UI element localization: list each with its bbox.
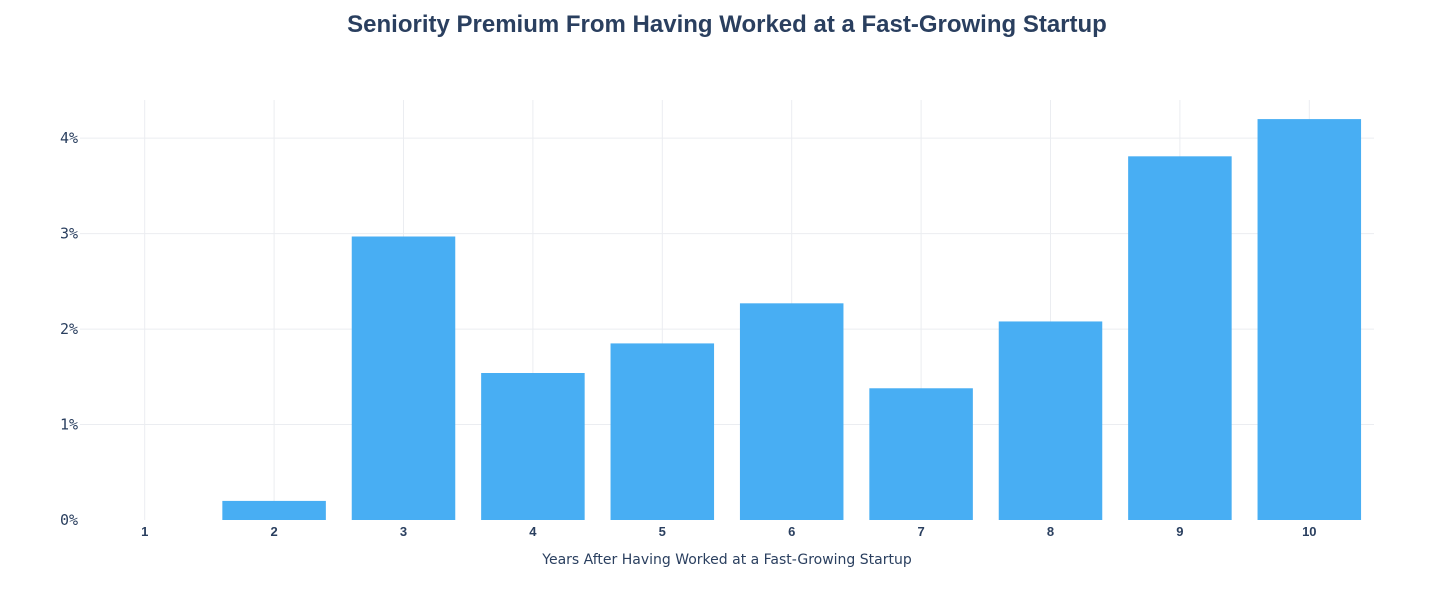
bar-6 [739,303,844,520]
x-tick-label: 9 [1176,524,1183,539]
x-tick-label: 1 [141,524,148,539]
y-axis-ticks: 0% 1% 2% 3% 4% [60,129,78,529]
bar-2 [222,500,326,520]
x-tick-label: 5 [659,524,666,539]
y-tick-label: 4% [60,129,78,147]
bars-layer [222,119,1362,520]
y-tick-label: 1% [60,416,78,434]
x-axis-title: Years After Having Worked at a Fast-Grow… [541,552,912,568]
x-tick-label: 6 [788,524,795,539]
bar-10 [1257,119,1362,520]
chart-title: Seniority Premium From Having Worked at … [347,11,1107,38]
x-tick-label: 10 [1302,524,1316,539]
bar-5 [610,343,715,520]
bar-7 [869,388,973,520]
bar-8 [998,321,1103,520]
x-tick-label: 3 [400,524,407,539]
bar-9 [1128,156,1232,520]
bar-3 [351,236,456,520]
x-tick-label: 2 [270,524,277,539]
y-tick-label: 2% [60,320,78,338]
x-axis-ticks: 1 2 3 4 5 6 7 8 9 10 [141,524,1316,539]
x-tick-label: 7 [917,524,924,539]
y-tick-label: 0% [60,511,78,529]
y-tick-label: 3% [60,225,78,243]
bar-4 [481,373,585,520]
x-tick-label: 8 [1047,524,1054,539]
x-tick-label: 4 [529,524,537,539]
